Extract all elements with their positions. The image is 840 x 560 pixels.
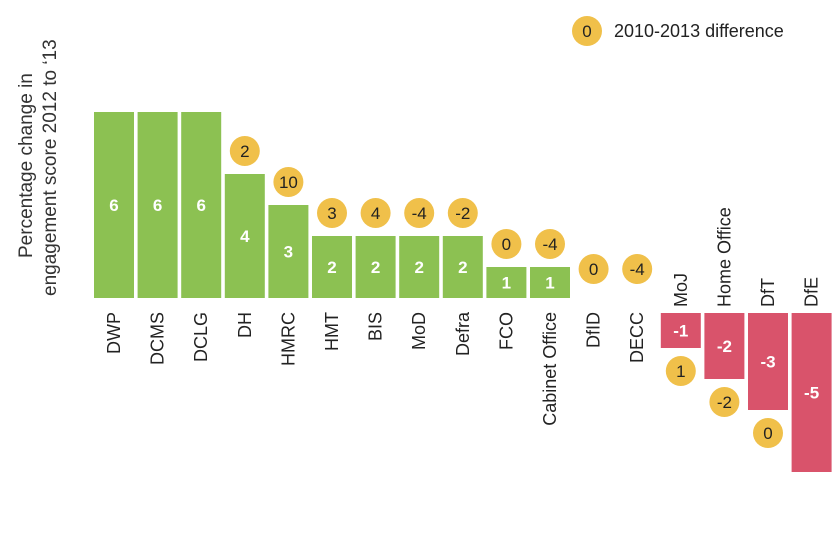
bar-value-dwp: 6 — [109, 196, 118, 215]
bar-defra — [442, 236, 483, 298]
bar-value-moj: -1 — [673, 322, 688, 341]
differences-layer: 2 10 3 4 -4 -2 0 -4 0 -4 1 -2 0 — [229, 136, 783, 448]
difference-marker-hmrc — [273, 167, 304, 197]
bar-value-fco: 1 — [502, 274, 511, 293]
bar-dh — [224, 174, 265, 298]
bar-dwp — [94, 112, 134, 298]
y-axis-title-line-2: engagement score 2012 to ‘13 — [40, 39, 61, 296]
difference-marker-hmt — [317, 198, 347, 228]
category-label-dft: DfT — [758, 278, 778, 307]
difference-value-hmt: 3 — [327, 204, 336, 223]
bar-cabinet-office — [530, 267, 570, 298]
difference-value-home-office: -2 — [717, 393, 732, 412]
category-label-mod: MoD — [409, 312, 429, 350]
bar-moj — [660, 313, 701, 348]
bar-dft — [748, 313, 788, 410]
category-label-dfid: DfID — [584, 312, 604, 348]
difference-value-moj: 1 — [676, 362, 685, 381]
difference-value-fco: 0 — [502, 235, 511, 254]
bar-value-dclg: 6 — [196, 196, 205, 215]
bar-dclg — [181, 112, 222, 298]
bar-value-dft: -3 — [760, 353, 775, 372]
difference-marker-dft — [753, 418, 783, 448]
difference-value-bis: 4 — [371, 204, 380, 223]
bars-layer — [94, 112, 832, 472]
difference-marker-fco — [491, 229, 522, 259]
category-label-decc: DECC — [627, 312, 647, 363]
category-label-dfe: DfE — [802, 277, 822, 307]
category-label-hmrc: HMRC — [278, 312, 298, 366]
difference-marker-defra — [447, 198, 478, 228]
category-label-bis: BIS — [366, 312, 386, 341]
category-label-dwp: DWP — [104, 312, 124, 354]
category-label-defra: Defra — [453, 311, 473, 356]
difference-marker-decc — [622, 254, 653, 284]
difference-value-dfid: 0 — [589, 260, 598, 279]
bar-value-bis: 2 — [371, 258, 380, 277]
y-axis-title-line-1: Percentage change in — [16, 73, 37, 258]
labels-layer: 6 DWP 6 DCMS 6 DCLG 4 DH 3 HMRC 2 HMT 2 BIS 2 MoD 2 Defra… — [104, 196, 822, 426]
category-label-cabinet-office: Cabinet Office — [540, 312, 560, 426]
bar-value-defra: 2 — [458, 258, 467, 277]
difference-marker-bis — [360, 198, 391, 228]
difference-value-dh: 2 — [240, 142, 249, 161]
bar-value-hmt: 2 — [327, 258, 336, 277]
difference-value-cabinet-office: -4 — [542, 235, 557, 254]
bar-value-dcms: 6 — [153, 196, 162, 215]
bar-dfe — [791, 313, 832, 472]
bar-dcms — [137, 112, 178, 298]
legend-marker-value: 0 — [582, 22, 591, 41]
difference-marker-dfid — [578, 254, 609, 284]
legend: 0 2010-2013 difference — [572, 16, 784, 46]
bar-value-home-office: -2 — [717, 337, 732, 356]
bar-value-dfe: -5 — [804, 384, 819, 403]
bar-mod — [399, 236, 440, 298]
bar-hmrc — [268, 205, 309, 298]
category-label-fco: FCO — [496, 312, 516, 350]
bar-value-mod: 2 — [414, 258, 423, 277]
bar-bis — [355, 236, 396, 298]
difference-marker-dh — [229, 136, 260, 166]
category-label-dcms: DCMS — [148, 312, 168, 365]
legend-marker — [572, 16, 602, 46]
bar-hmt — [312, 236, 352, 298]
bar-home-office — [704, 313, 745, 379]
difference-value-defra: -2 — [455, 204, 470, 223]
difference-value-decc: -4 — [630, 260, 645, 279]
category-label-dh: DH — [235, 312, 255, 338]
category-label-home-office: Home Office — [714, 207, 734, 307]
category-label-dclg: DCLG — [191, 312, 211, 362]
category-label-moj: MoJ — [671, 273, 691, 307]
bar-value-cabinet-office: 1 — [545, 274, 554, 293]
bar-fco — [486, 267, 527, 298]
difference-marker-cabinet-office — [535, 229, 565, 259]
legend-label: 2010-2013 difference — [614, 21, 784, 41]
difference-value-dft: 0 — [763, 424, 772, 443]
difference-marker-moj — [665, 356, 696, 386]
difference-marker-home-office — [709, 387, 740, 417]
category-label-hmt: HMT — [322, 312, 342, 351]
difference-marker-mod — [404, 198, 435, 228]
difference-value-mod: -4 — [412, 204, 427, 223]
bar-value-hmrc: 3 — [284, 243, 293, 262]
difference-value-hmrc: 10 — [279, 173, 298, 192]
bar-value-dh: 4 — [240, 227, 250, 246]
